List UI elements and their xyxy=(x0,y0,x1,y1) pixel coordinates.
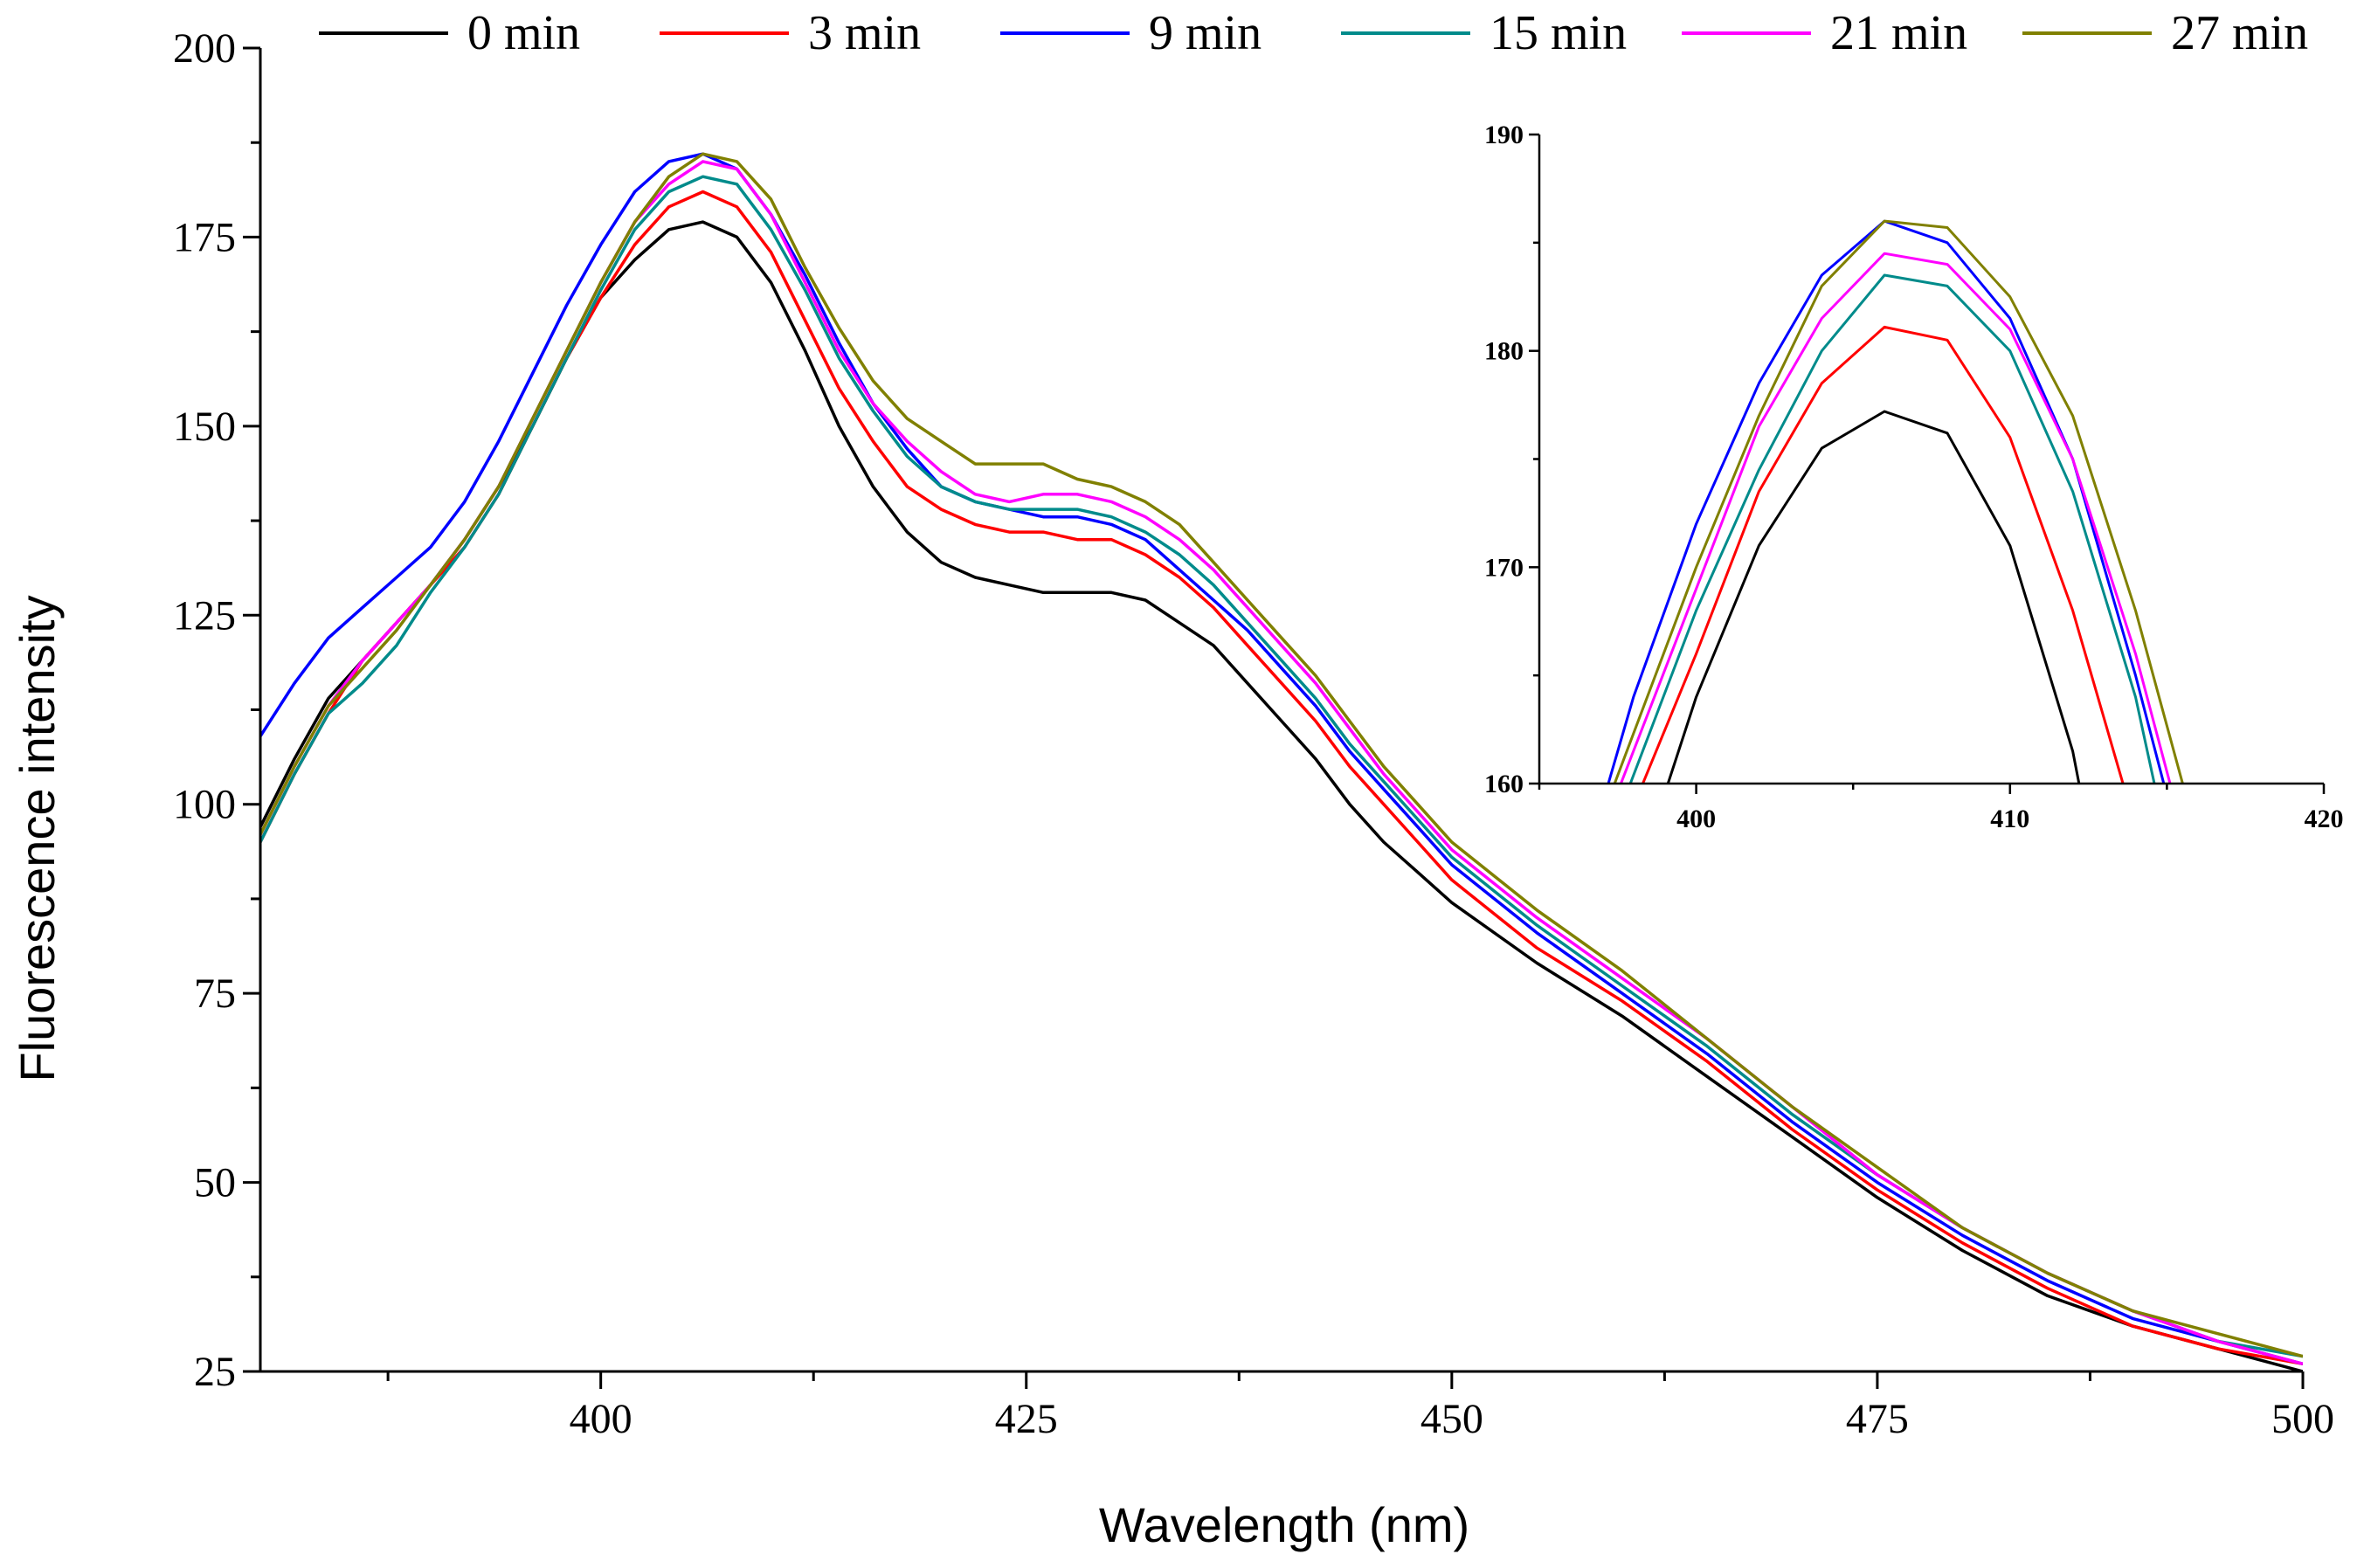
inset-series-line-3-min xyxy=(1642,325,2125,784)
inset-y-tick-label: 170 xyxy=(1484,553,1524,582)
inset-y-tick-label: 160 xyxy=(1484,770,1524,798)
y-axis-title: Fluorescence intensity xyxy=(10,595,65,1081)
legend-label-15-min: 15 min xyxy=(1490,6,1627,60)
main-x-tick-label: 500 xyxy=(2271,1396,2334,1442)
inset-x-tick-label: 420 xyxy=(2305,805,2344,833)
main-y-tick-label: 25 xyxy=(194,1349,236,1395)
inset-series-group xyxy=(1607,219,2184,784)
main-y-tick-label: 50 xyxy=(194,1160,236,1206)
main-x-tick-label: 425 xyxy=(995,1396,1058,1442)
main-series-line-15-min xyxy=(260,175,2303,1358)
inset-x-tick-label: 410 xyxy=(1990,805,2029,833)
main-series-line-27-min xyxy=(260,152,2303,1358)
main-y-tick-label: 100 xyxy=(173,782,236,828)
legend-label-9-min: 9 min xyxy=(1149,6,1261,60)
main-x-tick-label: 450 xyxy=(1420,1396,1483,1442)
main-series-line-0-min xyxy=(260,220,2303,1371)
main-x-tick-label: 475 xyxy=(1846,1396,1909,1442)
inset-x-tick-label: 400 xyxy=(1676,805,1716,833)
inset-y-tick-label: 190 xyxy=(1484,121,1524,149)
main-y-tick-label: 200 xyxy=(173,25,236,72)
legend: 0 min 3 min 9 min 15 min 21 min 27 min xyxy=(319,6,2308,60)
main-series-line-9-min xyxy=(260,152,2303,1365)
main-y-tick-label: 150 xyxy=(173,404,236,450)
x-axis-title: Wavelength (nm) xyxy=(1099,1497,1469,1552)
inset-series-line-15-min xyxy=(1628,273,2156,784)
inset-series-line-21-min xyxy=(1620,252,2172,784)
main-series-group xyxy=(260,152,2303,1371)
main-plot: 400 425 450 475 500 25 50 75 100 125 150 175 200 xyxy=(173,25,2334,1442)
legend-label-0-min: 0 min xyxy=(467,6,580,60)
inset-series-line-27-min xyxy=(1613,219,2184,784)
main-y-tick-label: 175 xyxy=(173,214,236,260)
main-x-tick-label: 400 xyxy=(570,1396,632,1442)
legend-label-21-min: 21 min xyxy=(1830,6,1967,60)
legend-label-27-min: 27 min xyxy=(2171,6,2308,60)
legend-label-3-min: 3 min xyxy=(808,6,921,60)
inset-plot: 400 410 420 160 170 180 190 xyxy=(1484,121,2344,833)
main-y-tick-label: 75 xyxy=(194,971,236,1017)
inset-y-tick-label: 180 xyxy=(1484,337,1524,366)
inset-series-line-0-min xyxy=(1666,410,2081,784)
main-y-tick-label: 125 xyxy=(173,592,236,639)
